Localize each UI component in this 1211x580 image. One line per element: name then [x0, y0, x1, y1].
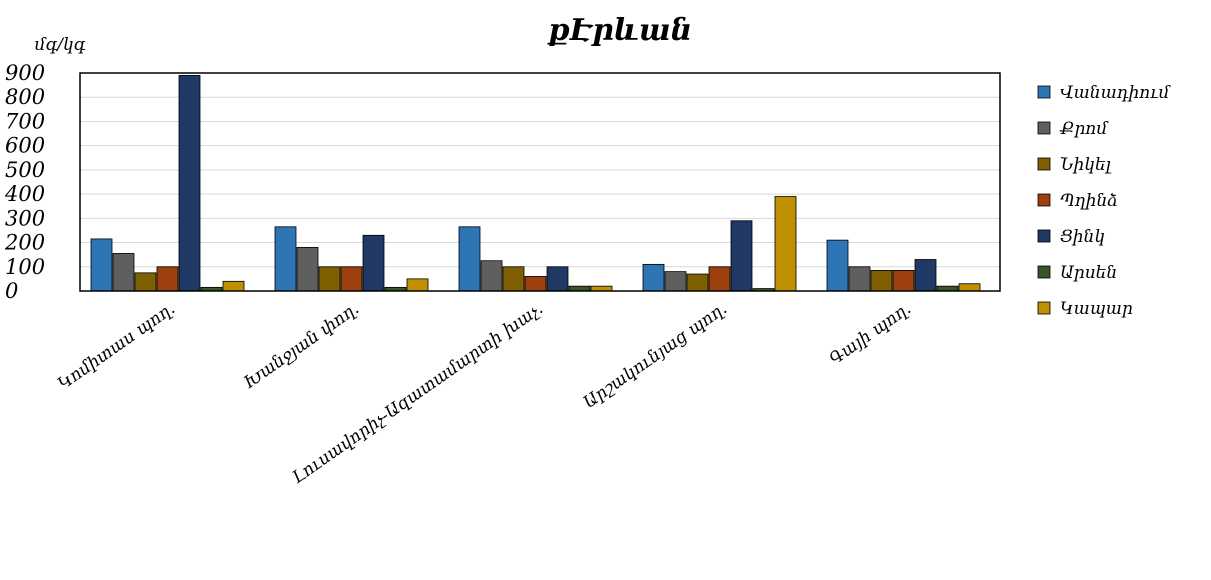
bars	[90, 75, 981, 292]
bar	[642, 263, 665, 292]
bar	[156, 266, 179, 292]
bar	[664, 271, 687, 292]
bar	[222, 280, 245, 292]
legend-label: Պղինձ	[1060, 191, 1118, 211]
legend-label: Քրոմ	[1059, 119, 1109, 139]
legend: Վանադիում Քրոմ Նիկել Պղինձ Ցինկ Արսեն Կապար	[1037, 83, 1172, 319]
y-tick-label: 0	[5, 279, 18, 303]
bar	[848, 266, 871, 292]
bar	[870, 270, 893, 292]
bar	[296, 246, 319, 292]
x-tick-label: Արշակունյաց պող.	[580, 299, 731, 413]
legend-swatch	[1037, 157, 1051, 171]
bar	[546, 266, 569, 292]
chart-title: քԷրևան	[547, 13, 692, 48]
bar	[134, 272, 157, 292]
plot-area-frame	[79, 72, 1001, 292]
legend-swatch	[1037, 121, 1051, 135]
bar	[826, 239, 849, 292]
legend-swatch	[1037, 229, 1051, 243]
y-tick-label: 500	[5, 158, 45, 182]
bar	[686, 273, 709, 292]
bar	[502, 266, 525, 292]
bar	[892, 270, 915, 292]
bar	[708, 266, 731, 292]
x-tick-label: Կոմիտաս պող.	[54, 299, 178, 395]
x-axis-ticks: Կոմիտաս պող. Խանջյան փող.Լուսավորիչ-Ազատա…	[54, 299, 914, 488]
bar	[730, 220, 753, 292]
y-tick-label: 700	[5, 109, 45, 133]
bar	[178, 75, 201, 292]
legend-label: Արսեն	[1060, 263, 1117, 283]
legend-swatch	[1037, 301, 1051, 315]
bar	[774, 196, 797, 292]
bar	[406, 278, 429, 292]
legend-label: Ցինկ	[1060, 227, 1105, 247]
y-tick-label: 900	[5, 61, 45, 85]
y-tick-label: 200	[4, 231, 45, 255]
x-tick-label: Գայի պող.	[826, 299, 915, 370]
bar	[362, 234, 385, 292]
bar	[318, 266, 341, 292]
legend-label: Նիկել	[1060, 155, 1112, 175]
bar	[340, 266, 363, 292]
legend-swatch	[1037, 193, 1051, 207]
legend-label: Վանադիում	[1060, 83, 1172, 103]
y-tick-label: 800	[5, 85, 45, 109]
x-tick-label: Խանջյան փող.	[240, 299, 363, 393]
legend-label: Կապար	[1060, 299, 1133, 319]
bar	[914, 259, 937, 292]
y-tick-label: 400	[4, 182, 45, 206]
bar	[112, 253, 135, 292]
legend-swatch	[1037, 85, 1051, 99]
legend-swatch	[1037, 265, 1051, 279]
bar	[90, 238, 113, 292]
y-tick-label: 100	[5, 255, 45, 279]
bar	[524, 276, 547, 292]
y-axis-unit-label: մգ/կգ	[35, 35, 86, 55]
bar	[480, 260, 503, 292]
y-tick-label: 300	[5, 206, 45, 230]
bar	[458, 226, 481, 292]
gridlines	[80, 96, 1000, 268]
bar	[958, 283, 981, 292]
bar	[274, 226, 297, 292]
y-tick-label: 600	[5, 134, 45, 158]
